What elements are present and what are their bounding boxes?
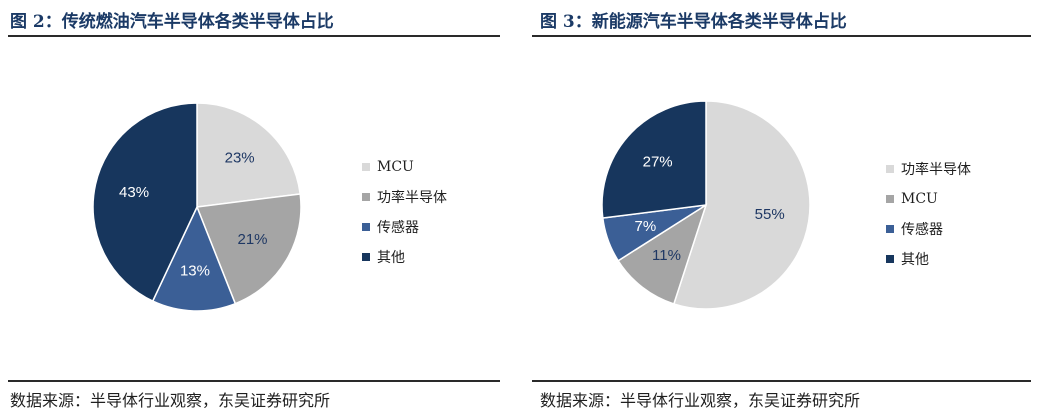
data-label-power-semiconductor: 21% — [237, 231, 267, 248]
legend-item-mcu: MCU — [362, 152, 447, 182]
legend-item-power-semiconductor: 功率半导体 — [886, 154, 971, 184]
figure-3-panel: 图 3：新能源汽车半导体各类半导体占比 55% 11% 7% 27% 功率半导体 MCU… — [526, 0, 1037, 415]
legend-label: 其他 — [377, 250, 405, 266]
legend-label: 传感器 — [901, 222, 943, 238]
data-label-power-semiconductor: 55% — [755, 206, 785, 223]
legend-swatch — [886, 165, 894, 173]
data-label-other: 27% — [643, 153, 673, 170]
legend-item-sensor: 传感器 — [886, 214, 971, 244]
legend-swatch — [886, 225, 894, 233]
figure-2-legend: MCU 功率半导体传感器其他 — [362, 152, 447, 272]
data-label-sensor: 7% — [634, 218, 656, 235]
pie-slice-sensor — [151, 205, 237, 312]
figure-3-legend: 功率半导体 MCU 传感器其他 — [886, 154, 971, 274]
data-label-mcu: 23% — [225, 150, 255, 167]
legend-item-power-semiconductor: 功率半导体 — [362, 182, 447, 212]
data-label-mcu: 11% — [652, 247, 681, 264]
figure-2-title: 图 2：传统燃油汽车半导体各类半导体占比 — [10, 12, 334, 32]
legend-swatch — [362, 163, 370, 171]
pie-slice-other — [92, 102, 198, 303]
figure-3-source-rule — [532, 380, 1031, 382]
figure-2-pie-chart: 23% 21% 13% 43% — [92, 102, 302, 312]
legend-swatch — [362, 193, 370, 201]
figure-2-source: 数据来源：半导体行业观察，东吴证券研究所 — [10, 391, 331, 410]
legend-swatch — [886, 255, 894, 263]
figure-3-source: 数据来源：半导体行业观察，东吴证券研究所 — [540, 391, 861, 410]
legend-label: 功率半导体 — [901, 162, 971, 178]
legend-label: 其他 — [901, 252, 929, 268]
data-label-other: 43% — [119, 184, 149, 201]
pie-slice-mcu — [617, 203, 708, 305]
pie-slice-mcu — [196, 102, 302, 208]
legend-item-mcu: MCU — [886, 184, 971, 214]
data-label-sensor: 13% — [180, 262, 210, 279]
figure-2-panel: 图 2：传统燃油汽车半导体各类半导体占比 23% 21% 13% 43% MCU 功率半… — [0, 0, 510, 415]
legend-item-other: 其他 — [362, 242, 447, 272]
legend-label: MCU — [901, 191, 938, 207]
legend-swatch — [886, 195, 894, 203]
legend-swatch — [362, 223, 370, 231]
pie-slice-power-semiconductor — [195, 193, 302, 305]
legend-label: 传感器 — [377, 220, 419, 236]
figure-2-title-rule — [8, 35, 500, 37]
legend-item-sensor: 传感器 — [362, 212, 447, 242]
legend-label: 功率半导体 — [377, 190, 447, 206]
pie-slice-power-semiconductor — [672, 100, 811, 310]
figure-3-title-rule — [532, 35, 1031, 37]
legend-swatch — [362, 253, 370, 261]
figure-3-title: 图 3：新能源汽车半导体各类半导体占比 — [540, 12, 847, 32]
legend-item-other: 其他 — [886, 244, 971, 274]
figure-3-pie-chart: 55% 11% 7% 27% — [601, 100, 811, 310]
pie-slice-other — [601, 100, 707, 219]
figure-2-source-rule — [8, 380, 500, 382]
legend-label: MCU — [377, 159, 414, 175]
